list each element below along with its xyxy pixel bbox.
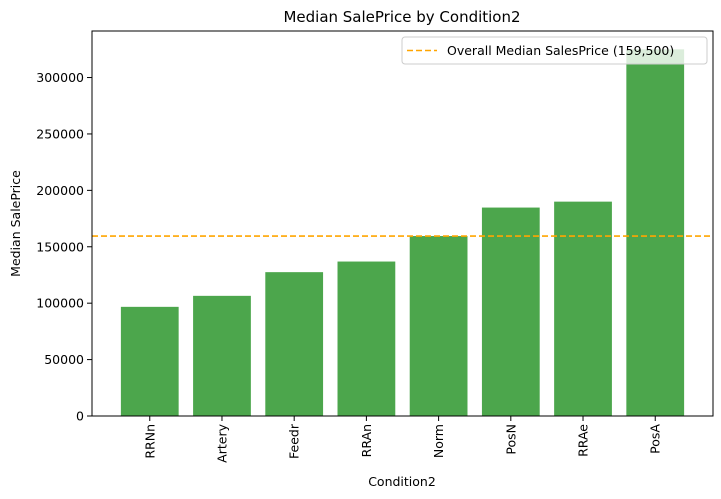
chart-title: Median SalePrice by Condition2 xyxy=(283,8,520,26)
legend-label: Overall Median SalesPrice (159,500) xyxy=(447,43,674,58)
y-tick-label: 100000 xyxy=(36,296,84,311)
bar-feedr xyxy=(265,272,324,416)
x-tick-label: PosA xyxy=(648,424,663,454)
x-ticks-group: RRNn Artery Feedr RRAn Norm PosN RRAe PosA xyxy=(142,416,663,463)
bar-norm xyxy=(409,236,468,416)
x-tick-label: RRNn xyxy=(142,424,157,459)
x-tick-label: RRAe xyxy=(576,424,591,457)
y-tick-label: 50000 xyxy=(44,352,84,367)
legend: Overall Median SalesPrice (159,500) xyxy=(401,36,708,65)
y-tick-label: 250000 xyxy=(36,126,84,141)
x-tick-label: PosN xyxy=(503,424,518,455)
bar-artery xyxy=(193,295,251,416)
plot-frame xyxy=(91,30,714,417)
bar-rrae xyxy=(554,201,612,416)
bar-rran xyxy=(337,261,396,416)
y-tick-label: 0 xyxy=(76,409,84,424)
y-ticks-group: 0 50000 100000 150000 200000 250000 300000 xyxy=(36,70,92,424)
bar-rrnn xyxy=(120,306,179,416)
x-tick-label: Artery xyxy=(214,423,229,462)
x-axis-label: Condition2 xyxy=(368,474,436,489)
bar-posa xyxy=(626,49,685,416)
y-tick-label: 300000 xyxy=(36,70,84,85)
legend-box xyxy=(401,36,708,65)
x-tick-label: Feedr xyxy=(287,423,302,459)
x-tick-label: RRAn xyxy=(359,424,374,457)
y-axis-label: Median SalePrice xyxy=(8,170,23,277)
y-tick-label: 150000 xyxy=(36,239,84,254)
x-tick-label: Norm xyxy=(431,424,446,458)
y-tick-label: 200000 xyxy=(36,183,84,198)
bar-posn xyxy=(481,207,540,416)
bars-group xyxy=(120,49,685,416)
